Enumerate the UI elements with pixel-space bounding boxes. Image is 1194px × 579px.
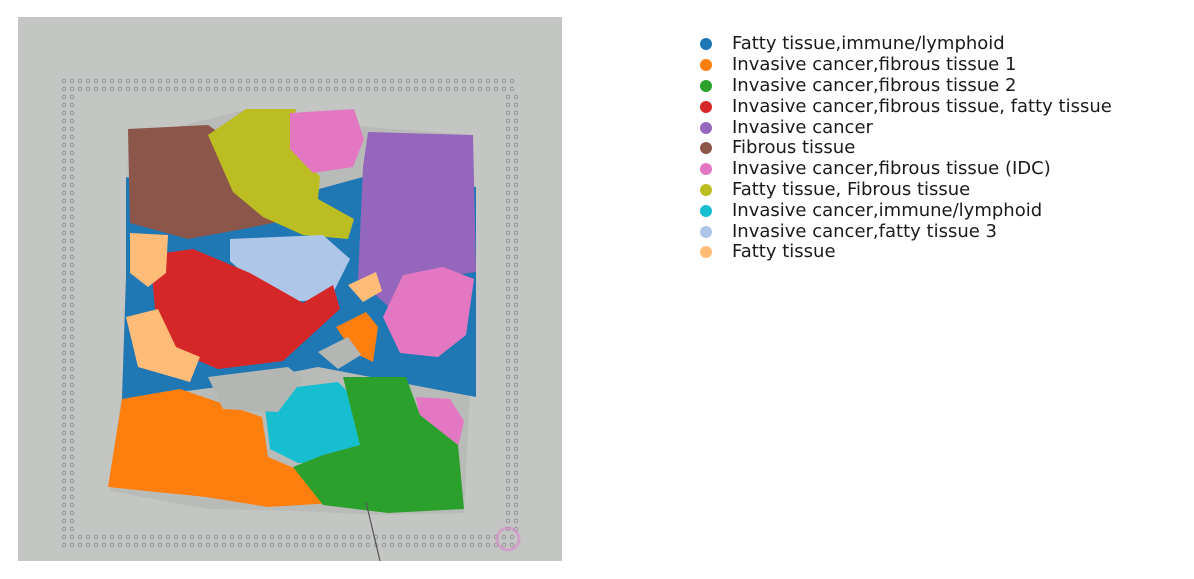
legend-item: Invasive cancer,fibrous tissue 1	[700, 55, 1112, 76]
legend-swatch	[700, 163, 712, 176]
region-idc-top	[290, 109, 364, 173]
legend-swatch	[700, 100, 712, 113]
legend-label: Invasive cancer,fibrous tissue (IDC)	[732, 158, 1051, 180]
legend-label: Invasive cancer	[732, 116, 873, 138]
legend-swatch	[700, 225, 712, 238]
legend-item: Fatty tissue,immune/lymphoid	[700, 34, 1112, 55]
region-fibrous-1-small	[336, 312, 378, 362]
legend-item: Invasive cancer,fatty tissue 3	[700, 221, 1112, 242]
legend-swatch	[700, 183, 712, 196]
legend-swatch	[700, 38, 712, 51]
legend-label: Invasive cancer,fatty tissue 3	[732, 220, 997, 242]
legend-label: Fibrous tissue	[732, 137, 856, 159]
legend-item: Fatty tissue	[700, 242, 1112, 263]
region-fatty-tissue-3	[230, 235, 350, 302]
region-immune-lymphoid	[263, 382, 360, 463]
legend-label: Invasive cancer,fibrous tissue 2	[732, 74, 1017, 96]
legend-swatch	[700, 79, 712, 92]
region-idc-right	[383, 267, 474, 357]
region-fibrous-2	[293, 377, 464, 513]
legend-label: Invasive cancer,immune/lymphoid	[732, 199, 1043, 221]
legend-swatch	[700, 121, 712, 134]
legend: Fatty tissue,immune/lymphoid Invasive can…	[700, 34, 1112, 263]
legend-item: Invasive cancer,fibrous tissue 2	[700, 74, 1112, 97]
slide-scratch	[365, 501, 381, 561]
region-fatty-fibrous	[208, 109, 354, 239]
legend-item: Invasive cancer	[700, 117, 1112, 138]
tissue-spatial-image	[18, 17, 562, 561]
legend-swatch	[700, 59, 712, 72]
legend-label: Fatty tissue,immune/lymphoid	[732, 33, 1005, 55]
legend-item: Fibrous tissue	[700, 138, 1112, 159]
region-fibrous-1	[108, 389, 333, 507]
legend-item: Invasive cancer,fibrous tissue, fatty ti…	[700, 96, 1112, 117]
slide-stain-mark	[495, 526, 521, 552]
fiducial-frame	[61, 78, 519, 548]
spot-regions	[108, 109, 476, 513]
legend-label: Fatty tissue	[732, 241, 836, 263]
region-fibrous-fatty	[150, 249, 340, 369]
legend-swatch	[700, 204, 712, 217]
legend-swatch	[700, 246, 712, 259]
legend-swatch	[700, 142, 712, 155]
legend-label: Invasive cancer,fibrous tissue, fatty ti…	[732, 95, 1112, 117]
tissue-gap	[208, 337, 361, 412]
legend-item: Invasive cancer,immune/lymphoid	[700, 200, 1112, 221]
region-fatty-tissue	[126, 233, 382, 382]
legend-label: Fatty tissue, Fibrous tissue	[732, 178, 971, 200]
legend-item: Fatty tissue, Fibrous tissue	[700, 178, 1112, 201]
legend-label: Invasive cancer,fibrous tissue 1	[732, 54, 1017, 76]
legend-item: Invasive cancer,fibrous tissue (IDC)	[700, 159, 1112, 180]
